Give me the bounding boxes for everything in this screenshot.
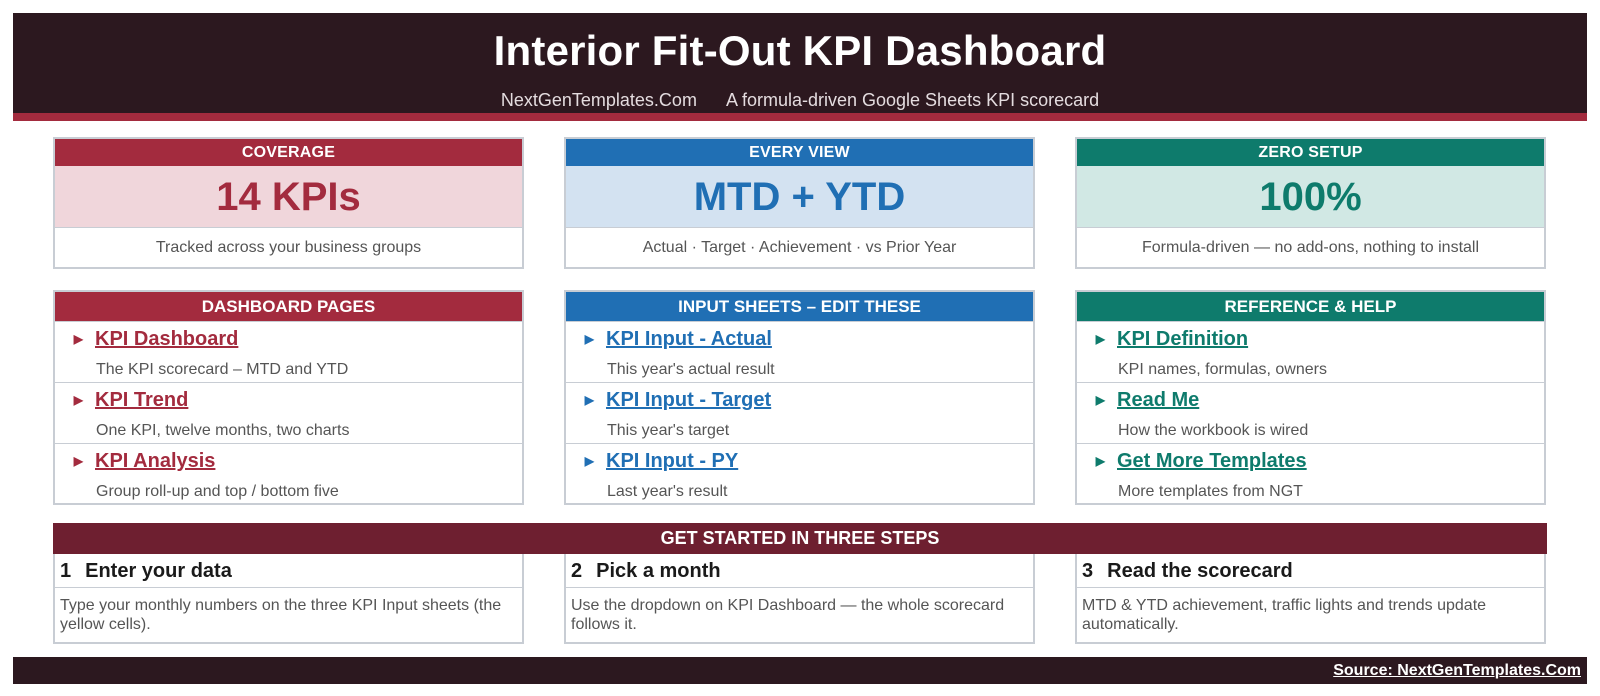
link-kpi-input-actual[interactable]: ▶ KPI Input - Actual: [570, 328, 772, 351]
triangle-right-icon: ▶: [73, 332, 83, 346]
nav-item-input-py: ▶ KPI Input - PY Last year's result: [566, 443, 1033, 504]
step-title-text: Enter your data: [85, 560, 232, 582]
nav-item-desc: Group roll-up and top / bottom five: [96, 483, 339, 500]
nav-item-kpi-analysis: ▶ KPI Analysis Group roll-up and top / bo…: [55, 443, 522, 504]
step-title: 1 Enter your data: [55, 554, 522, 588]
nav-item-get-more-templates: ▶ Get More Templates More templates from …: [1077, 443, 1544, 504]
kpi-card-value: MTD + YTD: [566, 166, 1033, 228]
nav-link-label: KPI Input - Target: [606, 389, 772, 411]
panel-title: REFERENCE & HELP: [1077, 292, 1544, 321]
step-number: 1: [60, 560, 72, 582]
step-title-text: Read the scorecard: [1107, 560, 1293, 582]
panel-dashboard-pages: DASHBOARD PAGES ▶ KPI Dashboard The KPI s…: [53, 290, 524, 505]
kpi-card-label: EVERY VIEW: [566, 139, 1033, 166]
step-title: 2 Pick a month: [566, 554, 1033, 588]
nav-link-label: KPI Definition: [1117, 328, 1249, 350]
step-card-2: 2 Pick a month Use the dropdown on KPI Da…: [564, 554, 1035, 644]
triangle-right-icon: ▶: [73, 454, 83, 468]
kpi-card-every-view: EVERY VIEW MTD + YTD Actual · Target · A…: [564, 137, 1035, 269]
nav-link-label: Read Me: [1117, 389, 1200, 411]
panel-title: DASHBOARD PAGES: [55, 292, 522, 321]
nav-link-label: KPI Input - PY: [606, 450, 739, 472]
triangle-right-icon: ▶: [584, 454, 594, 468]
step-text: Type your monthly numbers on the three K…: [60, 597, 502, 633]
nav-item-read-me: ▶ Read Me How the workbook is wired: [1077, 382, 1544, 443]
link-kpi-input-target[interactable]: ▶ KPI Input - Target: [570, 389, 771, 412]
kpi-card-label: ZERO SETUP: [1077, 139, 1544, 166]
nav-item-desc: The KPI scorecard – MTD and YTD: [96, 361, 349, 378]
triangle-right-icon: ▶: [1095, 393, 1105, 407]
link-kpi-definition[interactable]: ▶ KPI Definition: [1081, 328, 1248, 351]
link-kpi-trend[interactable]: ▶ KPI Trend: [59, 389, 189, 412]
triangle-right-icon: ▶: [73, 393, 83, 407]
panel-reference-help: REFERENCE & HELP ▶ KPI Definition KPI nam…: [1075, 290, 1546, 505]
nav-item-desc: KPI names, formulas, owners: [1118, 361, 1327, 378]
kpi-card-value: 100%: [1077, 166, 1544, 228]
step-text: Use the dropdown on KPI Dashboard — the …: [571, 597, 1005, 633]
nav-item-desc: This year's actual result: [607, 361, 775, 378]
dashboard-header: Interior Fit-Out KPI Dashboard NextGenTe…: [13, 13, 1587, 121]
nav-item-desc: How the workbook is wired: [1118, 422, 1309, 439]
kpi-card-value: 14 KPIs: [55, 166, 522, 228]
nav-item-kpi-dashboard: ▶ KPI Dashboard The KPI scorecard – MTD a…: [55, 321, 522, 382]
nav-item-desc: This year's target: [607, 422, 730, 439]
header-tagline: A formula-driven Google Sheets KPI score…: [725, 90, 1100, 110]
kpi-card-label: COVERAGE: [55, 139, 522, 166]
site-name: NextGenTemplates.Com: [500, 90, 697, 110]
step-text: MTD & YTD achievement, traffic lights an…: [1082, 597, 1487, 633]
kpi-card-zero-setup: ZERO SETUP 100% Formula-driven — no add-…: [1075, 137, 1546, 269]
nav-item-desc: More templates from NGT: [1118, 483, 1303, 500]
panel-title: INPUT SHEETS – EDIT THESE: [566, 292, 1033, 321]
page-title: Interior Fit-Out KPI Dashboard: [493, 27, 1107, 74]
kpi-card-desc: Tracked across your business groups: [155, 239, 422, 256]
nav-item-kpi-trend: ▶ KPI Trend One KPI, twelve months, two c…: [55, 382, 522, 443]
nav-link-label: KPI Analysis: [95, 450, 216, 472]
triangle-right-icon: ▶: [1095, 332, 1105, 346]
footer: Source: NextGenTemplates.Com: [13, 657, 1587, 684]
nav-link-label: KPI Trend: [95, 389, 189, 411]
triangle-right-icon: ▶: [584, 393, 594, 407]
kpi-card-desc: Actual · Target · Achievement · vs Prior…: [642, 239, 957, 256]
steps-banner: GET STARTED IN THREE STEPS: [53, 523, 1547, 554]
step-card-3: 3 Read the scorecard MTD & YTD achievemen…: [1075, 554, 1546, 644]
step-card-1: 1 Enter your data Type your monthly numbe…: [53, 554, 524, 644]
nav-item-input-target: ▶ KPI Input - Target This year's target: [566, 382, 1033, 443]
link-kpi-analysis[interactable]: ▶ KPI Analysis: [59, 450, 216, 473]
triangle-right-icon: ▶: [584, 332, 594, 346]
nav-item-input-actual: ▶ KPI Input - Actual This year's actual r…: [566, 321, 1033, 382]
triangle-right-icon: ▶: [1095, 454, 1105, 468]
panel-input-sheets: INPUT SHEETS – EDIT THESE ▶ KPI Input - A…: [564, 290, 1035, 505]
nav-item-desc: Last year's result: [607, 483, 728, 500]
nav-link-label: KPI Dashboard: [95, 328, 239, 350]
nav-link-label: Get More Templates: [1117, 450, 1307, 472]
step-title: 3 Read the scorecard: [1077, 554, 1544, 588]
step-number: 2: [571, 560, 583, 582]
link-get-more-templates[interactable]: ▶ Get More Templates: [1081, 450, 1307, 473]
nav-item-kpi-definition: ▶ KPI Definition KPI names, formulas, own…: [1077, 321, 1544, 382]
nav-item-desc: One KPI, twelve months, two charts: [96, 422, 350, 439]
link-kpi-input-py[interactable]: ▶ KPI Input - PY: [570, 450, 738, 473]
kpi-card-desc: Formula-driven — no add-ons, nothing to …: [1141, 239, 1480, 256]
step-number: 3: [1082, 560, 1094, 582]
step-title-text: Pick a month: [596, 560, 721, 582]
source-link[interactable]: Source: NextGenTemplates.Com: [1333, 662, 1581, 679]
link-kpi-dashboard[interactable]: ▶ KPI Dashboard: [59, 328, 239, 351]
kpi-card-coverage: COVERAGE 14 KPIs Tracked across your bus…: [53, 137, 524, 269]
header-subline: NextGenTemplates.Com A formula-driven Go…: [13, 89, 1587, 111]
link-read-me[interactable]: ▶ Read Me: [1081, 389, 1199, 412]
nav-link-label: KPI Input - Actual: [606, 328, 772, 350]
